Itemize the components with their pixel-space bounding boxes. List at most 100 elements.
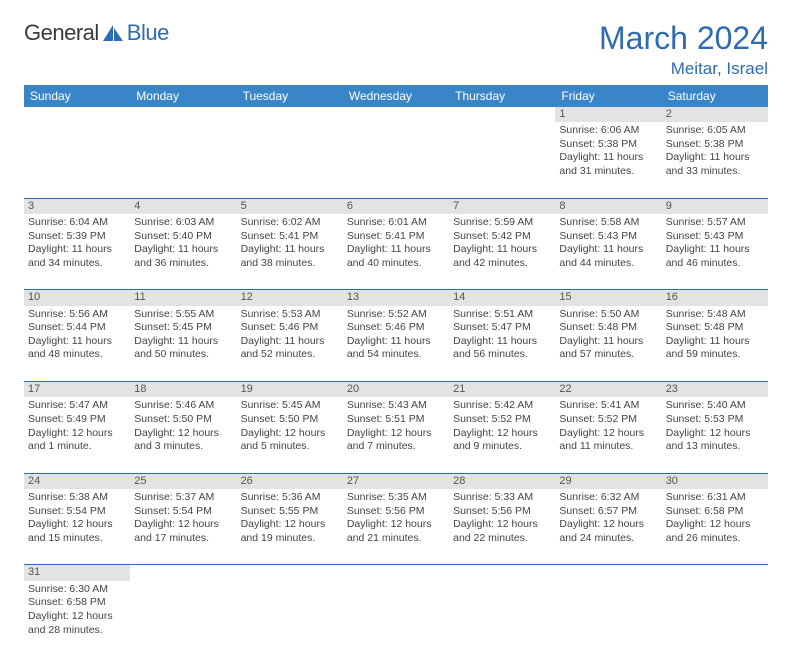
- sunrise-text: Sunrise: 5:46 AM: [134, 399, 232, 413]
- day-cell: [130, 581, 236, 657]
- sunset-text: Sunset: 5:41 PM: [347, 230, 445, 244]
- day-number-cell: 2: [662, 107, 768, 122]
- sunset-text: Sunset: 5:55 PM: [241, 505, 339, 519]
- day-cell: Sunrise: 6:04 AMSunset: 5:39 PMDaylight:…: [24, 214, 130, 290]
- daylight-text: Daylight: 12 hours: [28, 518, 126, 532]
- brand-name-1: General: [24, 20, 99, 46]
- day-header: Friday: [555, 85, 661, 107]
- day-cell: Sunrise: 5:36 AMSunset: 5:55 PMDaylight:…: [237, 489, 343, 565]
- sunrise-text: Sunrise: 6:03 AM: [134, 216, 232, 230]
- sunset-text: Sunset: 5:50 PM: [241, 413, 339, 427]
- day-cell: Sunrise: 5:53 AMSunset: 5:46 PMDaylight:…: [237, 306, 343, 382]
- sunset-text: Sunset: 5:43 PM: [666, 230, 764, 244]
- day-number-cell: [343, 565, 449, 581]
- sunset-text: Sunset: 5:52 PM: [453, 413, 551, 427]
- day-number-cell: 5: [237, 198, 343, 214]
- sunrise-text: Sunrise: 5:37 AM: [134, 491, 232, 505]
- day-number-cell: [237, 107, 343, 122]
- week-row: Sunrise: 5:47 AMSunset: 5:49 PMDaylight:…: [24, 397, 768, 473]
- week-row: Sunrise: 6:04 AMSunset: 5:39 PMDaylight:…: [24, 214, 768, 290]
- day-number-cell: 20: [343, 382, 449, 398]
- daylight-text: Daylight: 12 hours: [559, 518, 657, 532]
- daylight-text: and 17 minutes.: [134, 532, 232, 546]
- day-cell: Sunrise: 5:52 AMSunset: 5:46 PMDaylight:…: [343, 306, 449, 382]
- daylight-text: Daylight: 12 hours: [666, 518, 764, 532]
- daylight-text: and 9 minutes.: [453, 440, 551, 454]
- day-header: Sunday: [24, 85, 130, 107]
- week-row: Sunrise: 5:38 AMSunset: 5:54 PMDaylight:…: [24, 489, 768, 565]
- day-number-cell: 16: [662, 290, 768, 306]
- sunset-text: Sunset: 5:56 PM: [453, 505, 551, 519]
- day-number-cell: 3: [24, 198, 130, 214]
- sunset-text: Sunset: 5:42 PM: [453, 230, 551, 244]
- sunrise-text: Sunrise: 5:52 AM: [347, 308, 445, 322]
- daylight-text: and 57 minutes.: [559, 348, 657, 362]
- daylight-text: and 34 minutes.: [28, 257, 126, 271]
- day-number-cell: 10: [24, 290, 130, 306]
- sunrise-text: Sunrise: 5:43 AM: [347, 399, 445, 413]
- daylight-text: and 40 minutes.: [347, 257, 445, 271]
- daylight-text: Daylight: 11 hours: [666, 335, 764, 349]
- day-cell: Sunrise: 6:31 AMSunset: 6:58 PMDaylight:…: [662, 489, 768, 565]
- day-number-cell: [343, 107, 449, 122]
- sunrise-text: Sunrise: 6:01 AM: [347, 216, 445, 230]
- header: General Blue March 2024 Meitar, Israel: [24, 20, 768, 79]
- day-number-cell: 17: [24, 382, 130, 398]
- day-cell: Sunrise: 5:42 AMSunset: 5:52 PMDaylight:…: [449, 397, 555, 473]
- daylight-text: and 52 minutes.: [241, 348, 339, 362]
- daylight-text: Daylight: 12 hours: [666, 427, 764, 441]
- daylight-text: and 59 minutes.: [666, 348, 764, 362]
- day-cell: [343, 581, 449, 657]
- sunset-text: Sunset: 5:38 PM: [666, 138, 764, 152]
- sunrise-text: Sunrise: 6:02 AM: [241, 216, 339, 230]
- brand-name-2: Blue: [127, 20, 169, 46]
- daylight-text: Daylight: 12 hours: [134, 427, 232, 441]
- day-header: Monday: [130, 85, 236, 107]
- sunrise-text: Sunrise: 5:45 AM: [241, 399, 339, 413]
- month-title: March 2024: [599, 20, 768, 57]
- sunrise-text: Sunrise: 5:50 AM: [559, 308, 657, 322]
- day-number-cell: 9: [662, 198, 768, 214]
- day-number-cell: [130, 107, 236, 122]
- day-number-cell: 13: [343, 290, 449, 306]
- sunset-text: Sunset: 5:53 PM: [666, 413, 764, 427]
- day-number-cell: [237, 565, 343, 581]
- sunset-text: Sunset: 5:43 PM: [559, 230, 657, 244]
- day-number-cell: 31: [24, 565, 130, 581]
- day-cell: Sunrise: 6:02 AMSunset: 5:41 PMDaylight:…: [237, 214, 343, 290]
- day-cell: [24, 122, 130, 198]
- daylight-text: and 1 minute.: [28, 440, 126, 454]
- day-cell: Sunrise: 5:41 AMSunset: 5:52 PMDaylight:…: [555, 397, 661, 473]
- day-number-cell: 28: [449, 473, 555, 489]
- daylight-text: Daylight: 11 hours: [453, 335, 551, 349]
- day-number-cell: 29: [555, 473, 661, 489]
- day-cell: Sunrise: 6:30 AMSunset: 6:58 PMDaylight:…: [24, 581, 130, 657]
- sunrise-text: Sunrise: 5:55 AM: [134, 308, 232, 322]
- day-cell: Sunrise: 5:35 AMSunset: 5:56 PMDaylight:…: [343, 489, 449, 565]
- day-cell: [449, 581, 555, 657]
- sunrise-text: Sunrise: 5:53 AM: [241, 308, 339, 322]
- day-number-cell: [449, 107, 555, 122]
- day-number-cell: [662, 565, 768, 581]
- sunrise-text: Sunrise: 5:57 AM: [666, 216, 764, 230]
- daylight-text: and 31 minutes.: [559, 165, 657, 179]
- day-cell: Sunrise: 5:45 AMSunset: 5:50 PMDaylight:…: [237, 397, 343, 473]
- sunrise-text: Sunrise: 6:05 AM: [666, 124, 764, 138]
- daylight-text: and 56 minutes.: [453, 348, 551, 362]
- day-cell: [237, 122, 343, 198]
- day-header: Saturday: [662, 85, 768, 107]
- day-number-cell: 1: [555, 107, 661, 122]
- day-number-cell: 11: [130, 290, 236, 306]
- day-number-cell: [24, 107, 130, 122]
- daylight-text: Daylight: 11 hours: [666, 151, 764, 165]
- week-row: Sunrise: 6:06 AMSunset: 5:38 PMDaylight:…: [24, 122, 768, 198]
- day-number-cell: 21: [449, 382, 555, 398]
- daylight-text: Daylight: 12 hours: [453, 427, 551, 441]
- day-number-cell: 14: [449, 290, 555, 306]
- daylight-text: Daylight: 11 hours: [453, 243, 551, 257]
- daylight-text: and 38 minutes.: [241, 257, 339, 271]
- sunset-text: Sunset: 5:44 PM: [28, 321, 126, 335]
- sunrise-text: Sunrise: 5:59 AM: [453, 216, 551, 230]
- sunrise-text: Sunrise: 5:36 AM: [241, 491, 339, 505]
- daylight-text: and 46 minutes.: [666, 257, 764, 271]
